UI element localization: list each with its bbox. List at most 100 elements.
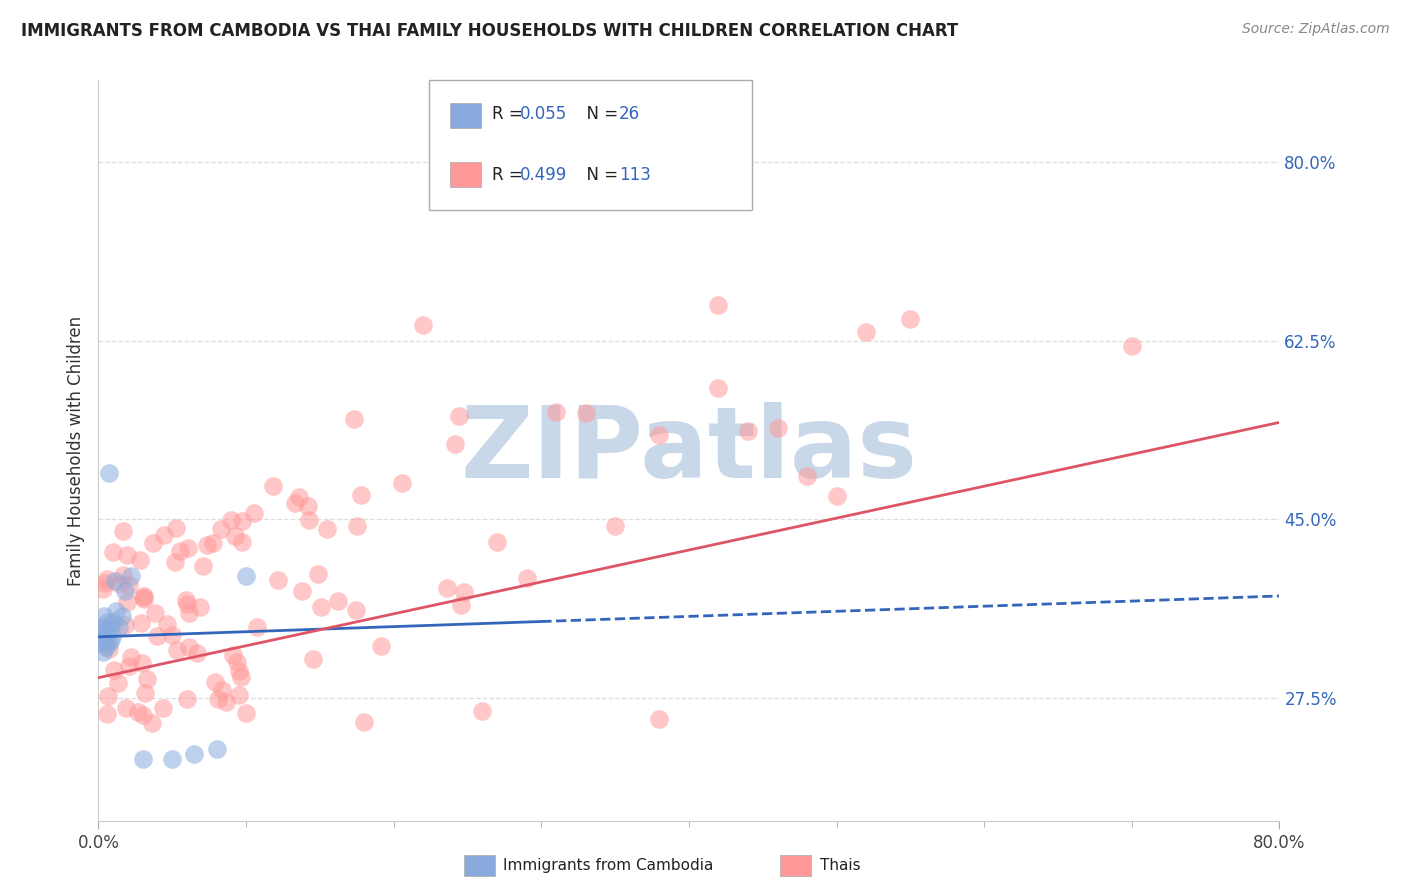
Point [215,695,238,709]
Point [162,752,183,766]
Point [153,528,176,542]
Text: ZIPatlas: ZIPatlas [461,402,917,499]
Point [471,705,494,719]
Point [103,615,125,629]
Point [186,646,208,660]
Point [207,692,229,706]
Point [118,578,141,592]
Point [449,409,471,423]
Point [129,615,152,630]
Point [115,548,138,562]
Point [231,534,253,549]
Point [235,568,257,582]
Point [93,630,115,644]
Point [450,599,472,613]
Point [328,593,350,607]
Point [131,657,153,671]
Point [132,708,155,723]
Point [344,603,367,617]
Point [648,428,671,442]
Point [855,325,877,339]
Point [134,686,156,700]
Point [195,538,218,552]
Point [707,298,730,312]
Point [605,518,627,533]
Point [136,672,159,686]
Point [165,521,187,535]
Point [370,640,392,654]
Text: 0.499: 0.499 [520,166,568,184]
Point [297,499,319,513]
Point [108,619,131,633]
Point [111,567,134,582]
Text: 0.055: 0.055 [520,105,568,123]
Point [436,581,458,595]
Point [262,479,284,493]
Text: 26: 26 [619,105,640,123]
Point [155,616,177,631]
Point [267,574,290,588]
Point [575,407,598,421]
Text: IMMIGRANTS FROM CAMBODIA VS THAI FAMILY HOUSEHOLDS WITH CHILDREN CORRELATION CHA: IMMIGRANTS FROM CAMBODIA VS THAI FAMILY … [21,22,959,40]
Point [315,522,337,536]
Text: N =: N = [576,105,624,123]
Point [98,619,121,633]
Point [444,437,467,451]
Point [228,688,250,702]
Point [132,752,155,766]
Point [486,535,509,549]
Text: Thais: Thais [820,858,860,872]
Point [235,706,257,721]
Point [231,514,253,528]
Point [115,700,138,714]
Point [825,489,848,503]
Point [291,583,314,598]
Point [391,476,413,491]
Point [115,595,138,609]
Point [120,568,142,582]
Point [91,619,114,633]
Point [128,553,150,567]
Point [100,630,122,644]
Point [219,513,242,527]
Point [243,506,266,520]
Point [94,640,117,654]
Point [176,593,198,607]
Point [707,381,730,395]
Point [89,635,111,649]
Point [284,496,307,510]
Point [166,642,188,657]
Point [176,692,198,706]
Text: Source: ZipAtlas.com: Source: ZipAtlas.com [1241,22,1389,37]
Point [162,628,184,642]
Point [224,529,246,543]
Text: Immigrants from Cambodia: Immigrants from Cambodia [503,858,714,872]
Point [98,635,121,649]
Point [202,536,225,550]
Point [94,575,117,590]
Point [228,665,250,679]
Point [90,624,112,639]
Point [353,714,375,729]
Point [96,635,118,649]
Point [169,544,191,558]
Point [900,312,922,326]
Point [796,468,818,483]
Point [120,649,142,664]
Point [209,522,232,536]
Point [766,421,789,435]
Point [165,555,187,569]
Point [94,624,117,639]
Y-axis label: Family Households with Children: Family Households with Children [66,316,84,585]
Point [117,658,139,673]
Text: R =: R = [492,105,529,123]
Point [204,675,226,690]
Point [98,641,121,656]
Point [142,535,165,549]
Point [298,512,321,526]
Point [177,541,200,555]
Point [104,574,127,588]
Point [183,747,205,762]
Point [516,571,538,585]
Point [737,424,759,438]
